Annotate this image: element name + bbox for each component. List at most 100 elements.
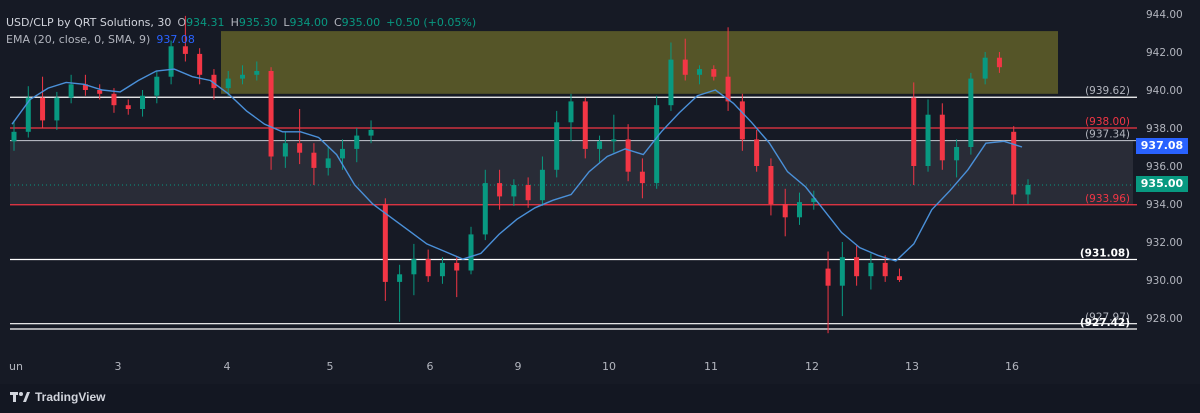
candle-body	[854, 257, 860, 277]
x-tick-label: 9	[515, 360, 522, 373]
x-tick-label: un	[9, 360, 23, 373]
candle-body	[568, 101, 574, 123]
candle-body	[97, 90, 103, 94]
candle-body	[554, 122, 560, 170]
y-tick-label: 938.00	[1146, 123, 1183, 135]
candle-body	[896, 276, 902, 280]
candle-body	[468, 234, 474, 271]
candle-body	[240, 74, 246, 79]
y-tick-label: 942.00	[1146, 47, 1183, 59]
candle-body	[682, 59, 688, 75]
y-tick-label: 940.00	[1146, 85, 1183, 97]
candles-layer	[11, 15, 1031, 334]
candle-body	[68, 84, 74, 98]
candle-body	[939, 114, 945, 161]
levels-layer: (939.62) (938.00)(937.34) (933.96) (931.08)…	[10, 85, 1137, 330]
candle-body	[339, 148, 345, 159]
ema-indicator-label[interactable]: EMA (20, close, 0, SMA, 9)	[6, 33, 151, 46]
open-label: O	[177, 16, 187, 29]
candle-body	[168, 46, 174, 77]
candle-body	[611, 139, 617, 142]
tradingview-footer: TradingView	[0, 384, 1200, 413]
x-tick-label: 11	[704, 360, 718, 373]
low-value: 934.00	[289, 16, 328, 29]
candle-body	[882, 262, 888, 277]
candle-body	[497, 183, 503, 197]
ema-line	[11, 68, 1023, 262]
level-label: (927.42)	[1080, 317, 1130, 329]
candle-body	[868, 262, 874, 277]
ema-layer	[11, 68, 1023, 262]
close-label: C	[333, 16, 342, 29]
candle-body	[125, 105, 131, 109]
x-tick-label: 4	[224, 360, 231, 373]
ema-price-badge: 937.08	[1136, 138, 1188, 154]
candle-body	[811, 198, 817, 203]
chart-legend: USD/CLP by QRT Solutions, 30 O934.31 H93…	[6, 14, 476, 48]
candle-body	[311, 152, 317, 168]
supply-zone	[221, 31, 1058, 94]
candle-body	[511, 185, 517, 197]
candle-body	[411, 259, 417, 275]
low-label: L	[283, 16, 290, 29]
level-label: (938.00)	[1085, 116, 1130, 128]
candle-body	[397, 274, 403, 282]
zones-layer	[10, 31, 1133, 205]
candle-body	[454, 262, 460, 271]
candle-body	[439, 262, 445, 277]
y-tick-label: 932.00	[1146, 237, 1183, 249]
candle-body	[282, 143, 288, 157]
axis-layer: 944.00 942.00 940.00 938.00 936.00 934.00 932.…	[9, 9, 1183, 373]
candle-body	[525, 185, 531, 201]
candle-body	[268, 71, 274, 157]
high-label: H	[230, 16, 239, 29]
candle-body	[197, 53, 203, 75]
candle-body	[140, 95, 146, 109]
candle-body	[582, 101, 588, 149]
level-label: (927.97)	[1085, 312, 1130, 324]
candle-body	[82, 84, 88, 90]
symbol-title[interactable]: USD/CLP by QRT Solutions, 30	[6, 16, 172, 29]
candle-body	[996, 57, 1002, 68]
candle-body	[911, 97, 917, 166]
x-tick-label: 6	[427, 360, 434, 373]
candle-body	[425, 259, 431, 277]
y-tick-label: 928.00	[1146, 313, 1183, 325]
y-tick-label: 930.00	[1146, 275, 1183, 287]
candle-body	[839, 257, 845, 286]
candle-body	[354, 135, 360, 149]
ema-indicator-value: 937.08	[156, 33, 195, 46]
candle-body	[968, 78, 974, 147]
x-tick-label: 3	[115, 360, 122, 373]
last-price-badge: 935.00	[1136, 176, 1188, 192]
ohlc-row: USD/CLP by QRT Solutions, 30 O934.31 H93…	[6, 14, 476, 31]
y-tick-label: 934.00	[1146, 199, 1183, 211]
candle-body	[754, 139, 760, 166]
candle-body	[825, 268, 831, 286]
candle-body	[368, 129, 374, 136]
x-tick-label: 16	[1005, 360, 1019, 373]
price-chart[interactable]: (939.62) (938.00)(937.34) (933.96) (931.08)…	[0, 0, 1200, 384]
x-tick-label: 10	[602, 360, 616, 373]
candle-body	[1011, 131, 1017, 195]
level-label: (931.08)	[1080, 247, 1130, 259]
candle-body	[325, 158, 331, 168]
y-tick-label: 944.00	[1146, 9, 1183, 21]
tradingview-brand[interactable]: TradingView	[10, 390, 105, 404]
candle-body	[225, 78, 231, 89]
candle-body	[154, 76, 160, 96]
candle-body	[211, 74, 217, 89]
candle-body	[539, 169, 545, 201]
candle-body	[768, 166, 774, 204]
candle-body	[25, 97, 31, 132]
candle-body	[697, 69, 703, 75]
level-label: (939.62)	[1085, 85, 1130, 97]
candle-body	[11, 131, 17, 142]
candle-body	[654, 105, 660, 184]
level-label: (937.34)	[1085, 129, 1130, 141]
ema-row: EMA (20, close, 0, SMA, 9) 937.08	[6, 31, 476, 48]
candle-body	[1025, 185, 1031, 195]
x-tick-label: 13	[905, 360, 919, 373]
tradingview-brand-text: TradingView	[35, 390, 106, 404]
